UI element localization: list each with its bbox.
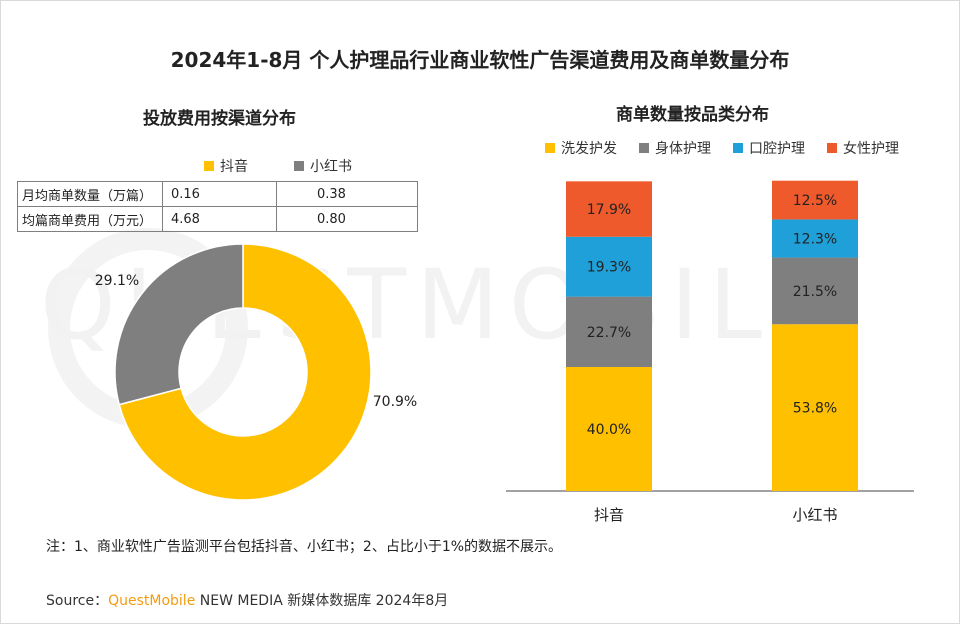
- table-row-label: 均篇商单费用（万元）: [17, 206, 163, 232]
- legend-item-oral: 口腔护理: [733, 138, 805, 158]
- donut-slice-0: [118, 243, 372, 501]
- legend-item-feminine: 女性护理: [827, 138, 899, 158]
- legend-label-douyin: 抖音: [220, 159, 248, 175]
- bar-label: 22.7%: [587, 325, 631, 341]
- donut-label-0: 70.9%: [373, 394, 417, 410]
- legend-item-xiaohongshu: 小红书: [294, 156, 352, 176]
- legend-swatch-hair: [545, 143, 555, 153]
- bar-segment: [566, 296, 652, 367]
- bar-segment: [772, 257, 858, 325]
- bar-label: 21.5%: [793, 284, 837, 300]
- bar-segment: [772, 219, 858, 258]
- bar-segment: [566, 367, 652, 491]
- table-row-label: 月均商单数量（万篇）: [17, 181, 163, 207]
- bar-label: 12.3%: [793, 232, 837, 248]
- x-tick-label: 小红书: [792, 506, 837, 524]
- x-tick-label: 抖音: [594, 506, 624, 524]
- source-line: Source：QuestMobile NEW MEDIA 新媒体数据库 2024…: [46, 590, 448, 610]
- legend-swatch-xiaohongshu: [294, 161, 304, 171]
- table-row: 月均商单数量（万篇） 0.16 0.38: [17, 181, 418, 207]
- legend-item-body: 身体护理: [639, 138, 711, 158]
- legend-label-feminine: 女性护理: [843, 141, 899, 157]
- table-cell-xiaohongshu: 0.80: [276, 206, 418, 232]
- legend-label-oral: 口腔护理: [749, 141, 805, 157]
- table-cell-douyin: 4.68: [162, 206, 277, 232]
- right-subtitle: 商单数量按品类分布: [616, 105, 769, 125]
- bar-label: 19.3%: [587, 260, 631, 276]
- source-rest: NEW MEDIA 新媒体数据库 2024年8月: [195, 593, 449, 609]
- bar-segment: [566, 236, 652, 297]
- bar-segment: [566, 181, 652, 237]
- bar-label: 40.0%: [587, 422, 631, 438]
- bar-label: 17.9%: [587, 202, 631, 218]
- left-legend: 抖音 小红书: [204, 156, 374, 176]
- legend-item-douyin: 抖音: [204, 156, 248, 176]
- source-prefix: Source：: [46, 593, 109, 609]
- left-subtitle: 投放费用按渠道分布: [143, 109, 296, 129]
- donut-label-1: 29.1%: [95, 273, 139, 289]
- right-legend: 洗发护发 身体护理 口腔护理 女性护理: [545, 138, 921, 158]
- table-row: 均篇商单费用（万元） 4.68 0.80: [17, 206, 418, 232]
- donut-slice-1: [114, 243, 244, 406]
- legend-item-hair: 洗发护发: [545, 138, 617, 158]
- footnote: 注：1、商业软性广告监测平台包括抖音、小红书；2、占比小于1%的数据不展示。: [46, 539, 563, 555]
- legend-label-hair: 洗发护发: [561, 141, 617, 157]
- legend-label-body: 身体护理: [655, 141, 711, 157]
- bar-label: 12.5%: [793, 193, 837, 209]
- bar-segment: [772, 180, 858, 220]
- bar-segment: [772, 324, 858, 491]
- legend-label-xiaohongshu: 小红书: [310, 159, 352, 175]
- source-brand: QuestMobile: [108, 593, 196, 609]
- metrics-table: 月均商单数量（万篇） 0.16 0.38 均篇商单费用（万元） 4.68 0.8…: [17, 181, 418, 232]
- legend-swatch-oral: [733, 143, 743, 153]
- legend-swatch-douyin: [204, 161, 214, 171]
- legend-swatch-feminine: [827, 143, 837, 153]
- legend-swatch-body: [639, 143, 649, 153]
- bar-label: 53.8%: [793, 401, 837, 417]
- page-title: 2024年1-8月 个人护理品行业商业软性广告渠道费用及商单数量分布: [170, 48, 790, 72]
